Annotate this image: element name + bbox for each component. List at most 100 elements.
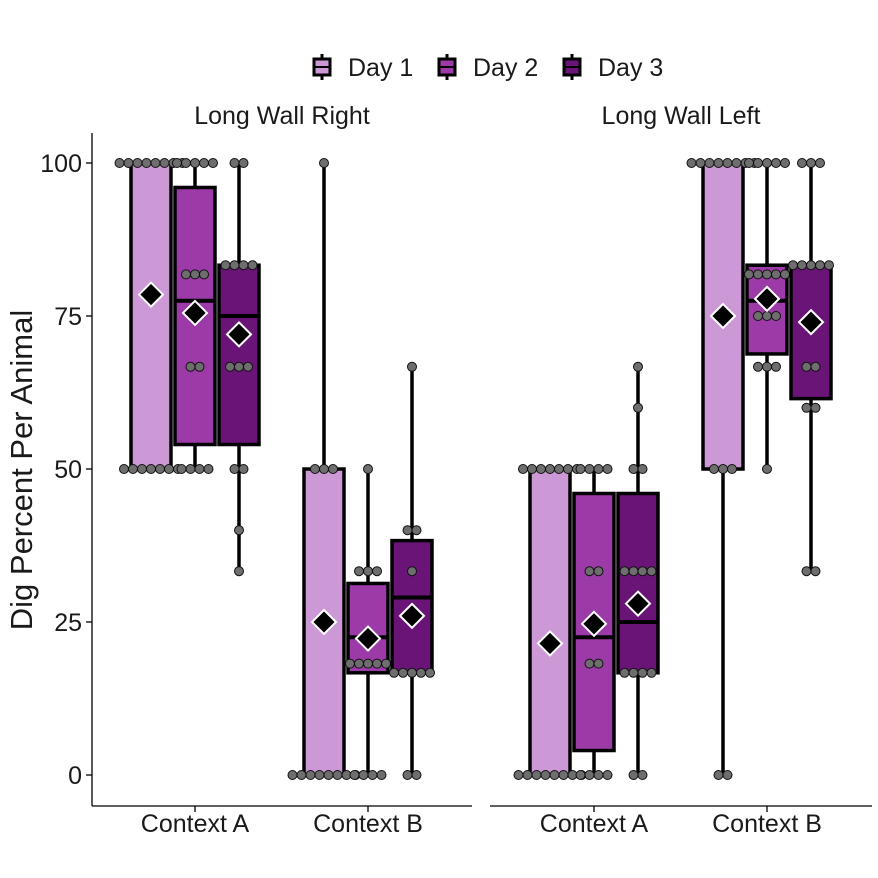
data-point xyxy=(722,770,733,780)
data-point xyxy=(159,158,170,168)
data-point xyxy=(824,260,834,271)
data-point xyxy=(806,158,816,168)
data-point xyxy=(801,566,812,577)
mean-marker xyxy=(181,299,209,327)
box-day-1 xyxy=(287,158,361,780)
mean-marker xyxy=(137,281,165,308)
data-point xyxy=(704,158,715,168)
y-tick-label: 75 xyxy=(54,303,82,331)
data-point xyxy=(637,566,648,577)
data-point xyxy=(713,158,724,168)
data-point xyxy=(628,770,639,780)
data-point xyxy=(407,361,417,372)
data-point xyxy=(619,566,630,577)
box-day-3 xyxy=(389,361,435,780)
data-point xyxy=(220,260,231,271)
data-point xyxy=(810,361,821,372)
data-point xyxy=(731,158,742,168)
legend-label: Day 1 xyxy=(348,54,413,82)
mean-marker xyxy=(753,285,781,313)
data-point xyxy=(584,770,595,780)
data-point xyxy=(522,770,533,780)
data-point xyxy=(549,770,560,780)
data-point xyxy=(407,667,417,678)
data-point xyxy=(345,658,355,669)
data-point xyxy=(771,158,781,168)
data-point xyxy=(545,464,555,474)
data-point xyxy=(575,464,586,474)
data-point xyxy=(788,260,798,271)
legend-entry: Day 2 xyxy=(437,54,538,82)
data-point xyxy=(686,158,697,168)
mean-marker xyxy=(310,608,338,636)
data-point xyxy=(753,158,763,168)
data-point xyxy=(332,770,343,780)
y-tick-label: 0 xyxy=(68,762,82,790)
panel-1: Long Wall Left Context A Context B xyxy=(490,102,872,838)
data-point xyxy=(234,361,244,372)
data-point xyxy=(119,464,129,474)
mean-marker xyxy=(797,308,825,336)
data-point xyxy=(402,770,413,780)
data-point xyxy=(229,464,240,474)
box-day-2 xyxy=(744,158,790,474)
data-point xyxy=(238,158,249,168)
data-point xyxy=(558,770,569,780)
data-point xyxy=(563,464,573,474)
data-point xyxy=(194,361,205,372)
legend-entry: Day 1 xyxy=(312,54,413,82)
data-point xyxy=(744,269,754,280)
data-point xyxy=(513,770,524,780)
data-point xyxy=(141,158,152,168)
data-point xyxy=(199,269,209,280)
data-point xyxy=(628,566,639,577)
data-point xyxy=(123,158,134,168)
box-day-3 xyxy=(616,361,660,780)
mean-marker xyxy=(354,625,382,652)
box-day-1 xyxy=(114,158,188,474)
data-point xyxy=(323,770,334,780)
data-point xyxy=(637,770,648,780)
data-point xyxy=(762,269,772,280)
data-point xyxy=(314,770,325,780)
data-point xyxy=(584,658,595,669)
data-point xyxy=(633,361,643,372)
data-point xyxy=(753,269,763,280)
data-point xyxy=(628,667,639,678)
data-point xyxy=(208,158,218,168)
data-point xyxy=(238,260,249,271)
data-point xyxy=(554,464,564,474)
data-point xyxy=(229,260,240,271)
box-day-2 xyxy=(572,464,616,780)
data-point xyxy=(155,464,165,474)
x-tick-label: Context A xyxy=(540,810,649,838)
data-point xyxy=(354,658,364,669)
data-point xyxy=(296,770,307,780)
data-point xyxy=(718,464,728,474)
data-point xyxy=(137,464,147,474)
data-point xyxy=(176,464,187,474)
box xyxy=(616,491,660,675)
panels: Long Wall Right 0 25 50 75 100 Context A Contex… xyxy=(40,102,872,838)
data-point xyxy=(363,658,373,669)
data-point xyxy=(801,361,812,372)
data-point xyxy=(247,260,258,271)
data-point xyxy=(190,158,200,168)
data-point xyxy=(194,464,205,474)
data-point xyxy=(762,311,772,321)
data-point xyxy=(709,464,719,474)
data-point xyxy=(518,464,528,474)
data-point xyxy=(363,566,373,577)
data-point xyxy=(114,158,125,168)
x-tick-label: Context B xyxy=(712,810,822,838)
data-point xyxy=(801,402,812,413)
data-point xyxy=(810,402,821,413)
data-point xyxy=(753,361,763,372)
data-point xyxy=(815,260,825,271)
data-point xyxy=(238,464,249,474)
data-point xyxy=(416,667,426,678)
data-point xyxy=(349,770,360,780)
data-point xyxy=(411,770,422,780)
y-axis-label: Dig Percent Per Animal xyxy=(4,310,39,630)
data-point xyxy=(132,158,143,168)
